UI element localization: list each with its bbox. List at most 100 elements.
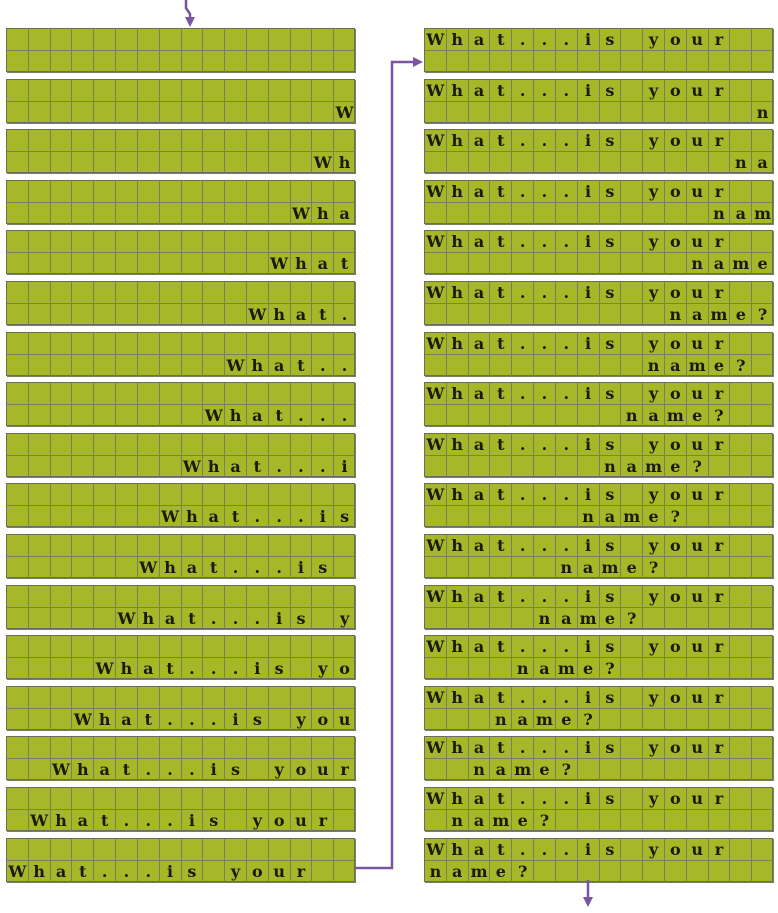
lcd-cell: W (425, 484, 447, 507)
lcd-cell (752, 180, 774, 203)
lcd-cell: t (203, 557, 226, 579)
lcd-cell (50, 535, 73, 557)
lcd-cell (7, 130, 29, 153)
lcd-cell (72, 405, 95, 428)
lcd-cell (28, 405, 51, 428)
lcd-cell (334, 29, 356, 51)
lcd-cell (225, 282, 247, 304)
lcd-cell (664, 101, 687, 124)
lcd-cell (94, 332, 117, 355)
lcd-cell (225, 29, 247, 51)
lcd-cell (425, 557, 447, 579)
lcd-cell: h (203, 455, 226, 478)
lcd-cell: o (664, 180, 687, 203)
lcd-cell (752, 838, 774, 861)
lcd-cell (72, 332, 95, 355)
lcd-cell (203, 51, 226, 73)
lcd-cell: s (599, 484, 622, 507)
lcd-cell: m (534, 708, 556, 731)
lcd-cell (555, 304, 578, 326)
lcd-cell: a (468, 433, 491, 456)
lcd-cell: W (246, 304, 269, 326)
lcd-cell (181, 180, 204, 203)
lcd-cell (159, 585, 182, 608)
lcd-cell: r (708, 433, 731, 456)
lcd-cell (425, 810, 447, 832)
lcd-cell: W (28, 810, 51, 832)
lcd-cell (621, 810, 644, 832)
lcd-cell (181, 304, 204, 326)
lcd-cell (752, 636, 774, 659)
lcd-cell (50, 354, 73, 377)
lcd-cell (28, 506, 51, 529)
lcd-cell (730, 585, 753, 608)
lcd-cell (246, 29, 269, 51)
lcd-cell: h (446, 636, 469, 659)
lcd-cell: . (534, 788, 556, 810)
lcd-cell (7, 332, 29, 355)
lcd-cell (137, 304, 160, 326)
lcd-cell (159, 282, 182, 304)
lcd-cell (225, 535, 247, 557)
lcd-cell (490, 253, 513, 276)
lcd-cell: s (599, 838, 622, 861)
lcd-cell: . (268, 506, 291, 529)
lcd-cell (246, 383, 269, 406)
lcd-cell (312, 231, 335, 254)
lcd-cell (334, 180, 356, 203)
lcd-cell: r (708, 383, 731, 406)
lcd-cell (7, 383, 29, 406)
lcd-cell: h (246, 354, 269, 377)
lcd-cell (643, 607, 665, 630)
lcd-cell: . (534, 383, 556, 406)
lcd-cell (94, 405, 117, 428)
lcd-cell: y (643, 484, 665, 507)
lcd-cell: . (534, 79, 556, 102)
lcd-cell: a (468, 79, 491, 102)
lcd-cell (203, 332, 226, 355)
lcd-cell (621, 860, 644, 883)
lcd-cell: . (334, 405, 356, 428)
lcd-cell (312, 838, 335, 861)
lcd-cell (534, 860, 556, 883)
lcd-cell (599, 354, 622, 377)
lcd-cell (50, 29, 73, 51)
lcd-cell (159, 130, 182, 153)
lcd-cell (203, 231, 226, 254)
lcd-cell (159, 231, 182, 254)
lcd-cell: y (312, 658, 335, 681)
lcd-cell: h (446, 130, 469, 153)
lcd-cell: W (137, 557, 160, 579)
lcd-cell: t (490, 535, 513, 557)
lcd-cell (643, 658, 665, 681)
lcd-cell: o (664, 231, 687, 254)
lcd-cell: i (577, 636, 600, 659)
lcd-cell (512, 152, 535, 175)
lcd-cell: . (512, 686, 535, 709)
lcd-cell: m (577, 607, 600, 630)
lcd-cell: n (555, 557, 578, 579)
lcd-cell: y (643, 686, 665, 709)
lcd-cell: i (246, 658, 269, 681)
lcd-cell (50, 557, 73, 579)
lcd-cell: W (425, 383, 447, 406)
lcd-cell (137, 253, 160, 276)
lcd-cell (334, 737, 356, 760)
lcd-cell (7, 202, 29, 225)
lcd-cell (686, 860, 709, 883)
lcd-cell (181, 535, 204, 557)
lcd-cell (643, 860, 665, 883)
lcd-cell: i (577, 130, 600, 153)
lcd-cell (159, 788, 182, 810)
lcd-cell: u (686, 332, 709, 355)
lcd-cell (512, 506, 535, 529)
lcd-cell (290, 585, 313, 608)
lcd-cell: t (72, 860, 95, 883)
lcd-cell: . (512, 433, 535, 456)
